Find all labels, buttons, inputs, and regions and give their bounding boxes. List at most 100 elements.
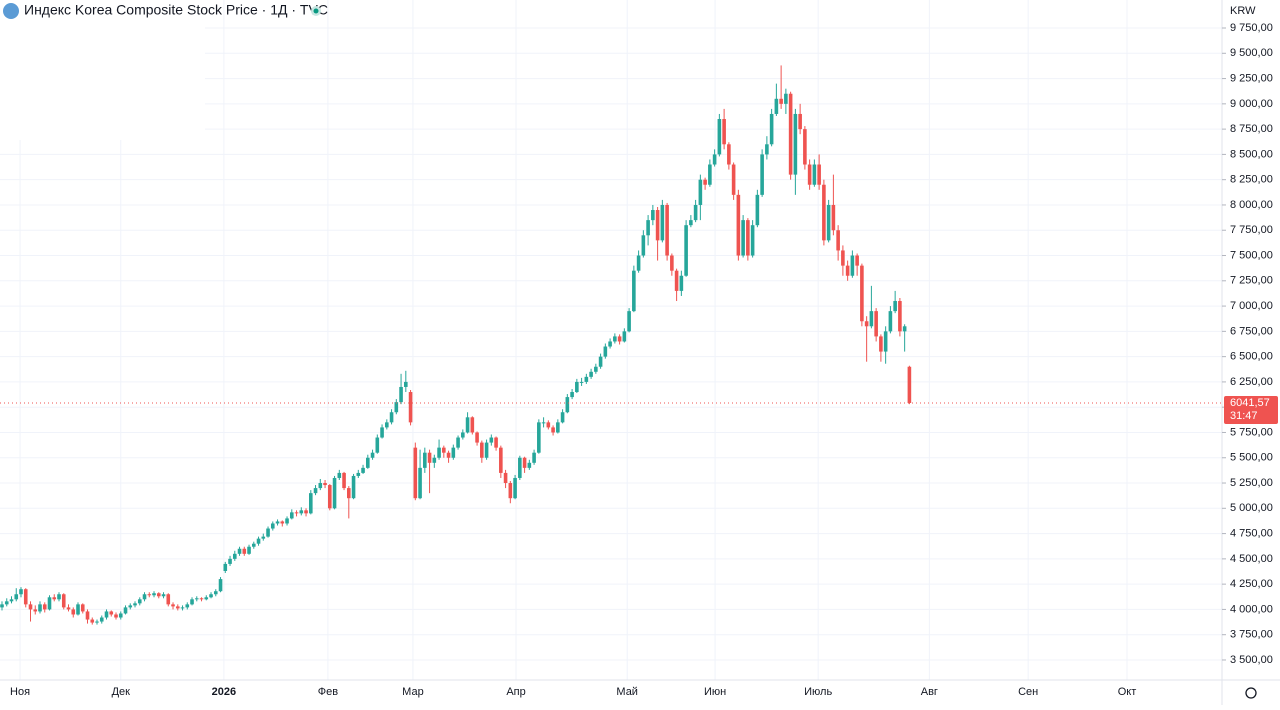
- candle-body: [864, 321, 869, 327]
- candle-body: [223, 563, 228, 571]
- y-tick-label: 5 250,00: [1230, 477, 1273, 489]
- chart-title: Индекс Korea Composite Stock Price · 1Д …: [24, 2, 328, 18]
- candle-body: [627, 311, 631, 332]
- y-tick-label: 5 000,00: [1230, 502, 1273, 514]
- candle-body: [275, 521, 280, 524]
- candle-body: [741, 220, 745, 256]
- candle-body: [4, 601, 9, 605]
- candle-body: [541, 422, 546, 424]
- x-tick-label: Июн: [704, 686, 726, 698]
- candle-body: [209, 594, 213, 598]
- candle-body: [527, 462, 532, 468]
- candle-body: [608, 341, 612, 347]
- candle-body: [750, 225, 755, 256]
- x-tick-label: Фев: [318, 686, 338, 698]
- candle-body: [646, 220, 650, 236]
- candle-body: [389, 412, 394, 423]
- candle-body: [57, 594, 61, 600]
- candle-body: [622, 331, 627, 342]
- candle-body: [769, 113, 774, 145]
- candle-body: [104, 611, 109, 618]
- candle-body: [118, 613, 123, 618]
- candle-body: [9, 599, 14, 602]
- y-tick-label: 3 500,00: [1230, 654, 1273, 666]
- candle-body: [883, 331, 888, 352]
- candle-body: [641, 235, 646, 256]
- settings-icon[interactable]: [1245, 687, 1257, 699]
- candle-body: [736, 194, 741, 256]
- candle-body: [370, 452, 375, 458]
- candle-body: [418, 467, 422, 499]
- candle-body: [651, 210, 655, 221]
- candle-body: [660, 204, 665, 241]
- y-tick-label: 8 000,00: [1230, 199, 1273, 211]
- candle-body: [190, 599, 194, 605]
- candle-body: [499, 447, 503, 473]
- candle-body: [33, 609, 38, 612]
- symbol-icon: [3, 3, 19, 19]
- candle-body: [817, 164, 821, 185]
- candle-body: [242, 548, 247, 554]
- candle-body: [423, 452, 427, 468]
- candle-body: [731, 164, 736, 195]
- x-tick-label: Дек: [112, 686, 131, 698]
- candle-body: [261, 536, 266, 539]
- candle-body: [670, 255, 674, 271]
- candle-body: [879, 336, 883, 352]
- candle-body: [80, 604, 85, 612]
- candle-body: [232, 553, 237, 559]
- candle-body: [461, 432, 465, 438]
- candle-body: [375, 437, 380, 453]
- last-price-box: [1224, 395, 1278, 424]
- candle-body: [251, 543, 256, 547]
- candle-body: [299, 510, 304, 514]
- x-tick-label: Окт: [1118, 686, 1137, 698]
- candle-body: [413, 447, 418, 499]
- candle-body: [180, 607, 185, 609]
- candle-body: [874, 311, 878, 337]
- candle-body: [342, 472, 346, 489]
- candle-body: [128, 605, 133, 608]
- candle-body: [551, 427, 555, 433]
- candle-body: [826, 204, 831, 241]
- candle-body: [451, 447, 456, 458]
- x-tick-label: Июль: [804, 686, 832, 698]
- candle-body: [404, 381, 408, 387]
- x-tick-label: Мар: [402, 686, 424, 698]
- candle-body: [594, 366, 598, 372]
- y-tick-label: 3 750,00: [1230, 629, 1273, 641]
- candle-body: [228, 558, 232, 564]
- countdown: 31:47: [1230, 410, 1258, 422]
- y-tick-label: 6 750,00: [1230, 325, 1273, 337]
- candle-body: [807, 164, 812, 185]
- candle-body: [698, 179, 703, 205]
- grid: [0, 0, 1222, 680]
- y-tick-label: 5 750,00: [1230, 426, 1273, 438]
- currency[interactable]: KRW: [1230, 5, 1256, 17]
- candle-body: [218, 579, 223, 592]
- candle-body: [318, 483, 323, 489]
- candle-body: [204, 597, 209, 600]
- y-tick-label: 6 250,00: [1230, 376, 1273, 388]
- candle-body: [166, 594, 171, 605]
- candle-body: [717, 119, 722, 155]
- candle-body: [356, 472, 361, 476]
- candle-body: [351, 475, 356, 499]
- candle-body: [546, 422, 551, 428]
- candle-body: [266, 528, 270, 537]
- candle-body: [484, 442, 489, 458]
- candle-body: [446, 452, 451, 458]
- y-tick-label: 9 000,00: [1230, 98, 1273, 110]
- candle-body: [480, 442, 484, 458]
- candle-body: [156, 593, 161, 597]
- candle-body: [394, 402, 399, 413]
- candle-body: [142, 594, 147, 600]
- legend-background: [0, 0, 205, 140]
- x-tick-label: 2026: [212, 686, 236, 698]
- candle-body: [632, 270, 636, 312]
- candle-body: [380, 427, 384, 438]
- candle-body: [114, 614, 118, 618]
- candle-body: [361, 467, 365, 473]
- candle-body: [385, 422, 389, 428]
- candle-body: [898, 301, 902, 332]
